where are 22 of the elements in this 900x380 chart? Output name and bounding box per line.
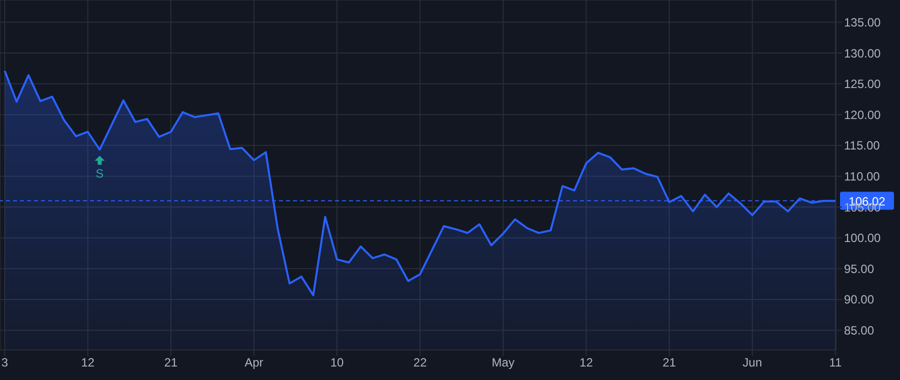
x-tick-label: 21 — [662, 356, 676, 370]
y-tick-label: 90.00 — [844, 292, 874, 307]
x-tick-label: Jun — [742, 356, 762, 370]
x-tick-label: 12 — [580, 356, 594, 370]
y-tick-label: 85.00 — [844, 324, 874, 338]
x-tick-label: 11 — [829, 356, 842, 370]
x-tick-label: May — [492, 356, 514, 370]
x-tick-label: 22 — [413, 356, 428, 370]
x-tick-label: 12 — [81, 356, 95, 370]
y-tick-label: 130.00 — [844, 46, 882, 60]
x-tick-label: 21 — [164, 356, 178, 370]
y-tick-label: 110.00 — [844, 169, 880, 184]
annotation: S — [96, 166, 104, 181]
y-tick-label: 95.00 — [844, 262, 874, 276]
y-tick-label: 135.00 — [844, 15, 882, 30]
x-tick-label: 3 — [1, 356, 8, 370]
y-tick-label: 115.00 — [844, 138, 880, 153]
y-tick-label: 120.00 — [844, 108, 882, 122]
y-tick-label: 125.00 — [844, 77, 882, 92]
x-tick-label: Apr — [244, 356, 264, 370]
x-tick-label: 10 — [330, 356, 344, 370]
y-tick-label: 100.00 — [844, 231, 882, 246]
